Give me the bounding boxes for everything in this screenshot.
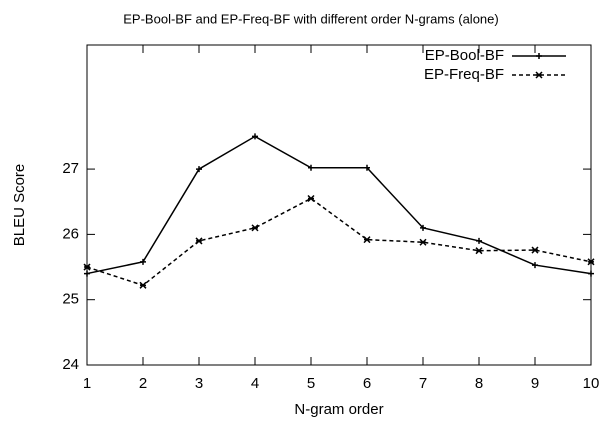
y-tick-label: 26 bbox=[62, 225, 79, 242]
marker bbox=[536, 53, 542, 59]
marker bbox=[139, 281, 147, 289]
x-tick-label: 3 bbox=[195, 375, 203, 392]
x-tick-label: 8 bbox=[475, 375, 483, 392]
marker bbox=[588, 270, 594, 277]
marker bbox=[251, 224, 259, 232]
marker bbox=[419, 238, 427, 246]
series-line bbox=[86, 197, 592, 287]
x-tick-label: 7 bbox=[419, 375, 427, 392]
x-tick-label: 1 bbox=[83, 375, 91, 392]
marker bbox=[196, 166, 202, 173]
legend-label: EP-Bool-BF bbox=[425, 47, 504, 64]
marker bbox=[308, 164, 314, 171]
x-axis-label: N-gram order bbox=[294, 401, 383, 418]
x-tick-label: 4 bbox=[251, 375, 259, 392]
marker bbox=[195, 237, 203, 245]
y-tick-label: 24 bbox=[62, 356, 79, 373]
marker bbox=[531, 246, 539, 254]
marker bbox=[140, 258, 146, 265]
x-tick-label: 6 bbox=[363, 375, 371, 392]
marker bbox=[476, 237, 482, 244]
legend-label: EP-Freq-BF bbox=[424, 66, 504, 83]
y-axis-label: BLEU Score bbox=[11, 164, 28, 247]
marker bbox=[535, 71, 543, 79]
x-tick-label: 10 bbox=[583, 375, 600, 392]
marker bbox=[252, 133, 258, 140]
marker bbox=[475, 247, 483, 255]
marker bbox=[84, 270, 90, 277]
y-tick-label: 25 bbox=[62, 291, 79, 308]
chart-title: EP-Bool-BF and EP-Freq-BF with different… bbox=[123, 11, 498, 26]
marker bbox=[363, 236, 371, 244]
series-line bbox=[86, 135, 592, 275]
marker bbox=[532, 262, 538, 269]
y-tick-label: 27 bbox=[62, 160, 79, 177]
marker bbox=[420, 224, 426, 231]
marker bbox=[307, 194, 315, 202]
marker bbox=[587, 258, 595, 266]
x-tick-label: 9 bbox=[531, 375, 539, 392]
marker bbox=[364, 164, 370, 171]
x-tick-label: 5 bbox=[307, 375, 315, 392]
marker bbox=[83, 263, 91, 271]
x-tick-label: 2 bbox=[139, 375, 147, 392]
plot-frame bbox=[86, 44, 592, 366]
